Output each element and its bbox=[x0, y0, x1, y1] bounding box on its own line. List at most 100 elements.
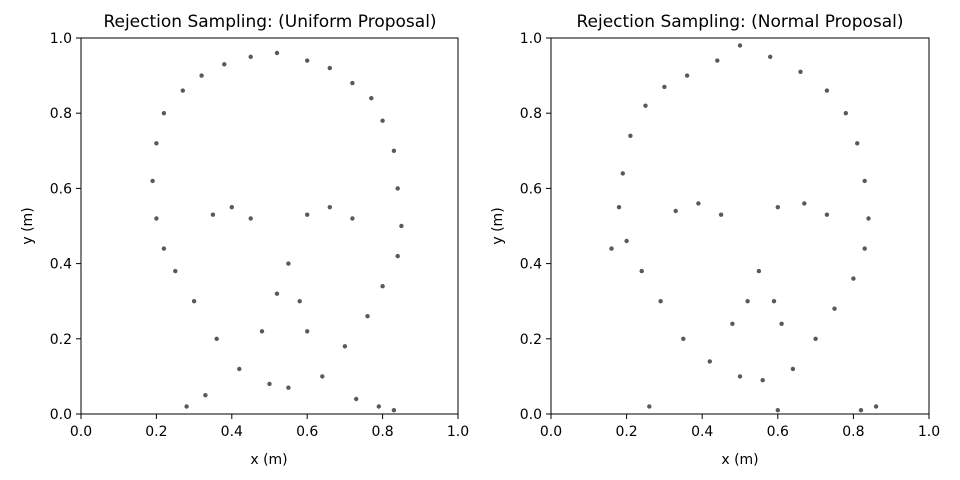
scatter-point bbox=[802, 201, 807, 206]
x-tick-label: 1.0 bbox=[447, 424, 469, 440]
scatter-point bbox=[730, 321, 735, 326]
scatter-point bbox=[851, 276, 856, 281]
scatter-point bbox=[662, 84, 667, 90]
scatter-point bbox=[305, 212, 310, 217]
scatter-point bbox=[707, 359, 712, 364]
scatter-point bbox=[756, 268, 762, 274]
scatter-point bbox=[350, 216, 355, 221]
scatter-point bbox=[718, 212, 724, 217]
scatter-point bbox=[214, 336, 219, 341]
scatter-point bbox=[376, 404, 381, 409]
scatter-point bbox=[267, 381, 272, 387]
scatter-point bbox=[775, 205, 780, 210]
y-tick-label: 1.0 bbox=[50, 31, 72, 47]
scatter-point bbox=[832, 306, 837, 311]
scatter-point bbox=[222, 62, 227, 67]
x-tick-label: 0.6 bbox=[767, 424, 789, 440]
scatter-point bbox=[191, 299, 197, 304]
scatter-point bbox=[768, 54, 773, 59]
scatter-point bbox=[210, 212, 216, 217]
x-tick-label: 0.0 bbox=[540, 424, 562, 440]
y-axis-ticks: 0.0 0.2 0.4 0.6 0.8 1.0 bbox=[520, 31, 551, 423]
scatter-point bbox=[399, 223, 404, 229]
scatter-point bbox=[229, 205, 234, 210]
scatter-point bbox=[681, 336, 686, 341]
scatter-point bbox=[858, 408, 864, 413]
scatter-point bbox=[395, 253, 400, 259]
x-tick-label: 0.4 bbox=[691, 424, 713, 440]
scatter-point bbox=[274, 50, 280, 56]
scatter-point bbox=[350, 80, 355, 86]
y-axis-ticks: 0.0 0.2 0.4 0.6 0.8 1.0 bbox=[50, 31, 81, 423]
scatter-point bbox=[737, 43, 743, 48]
y-tick-label: 1.0 bbox=[520, 31, 542, 47]
scatter-point bbox=[274, 291, 280, 296]
x-tick-label: 0.4 bbox=[221, 424, 243, 440]
scatter-point bbox=[327, 205, 332, 210]
plot-frame bbox=[550, 37, 930, 415]
chart-title: Rejection Sampling: (Uniform Proposal) bbox=[103, 12, 436, 32]
scatter-point bbox=[286, 261, 291, 266]
scatter-point bbox=[824, 212, 830, 217]
scatter-point bbox=[609, 246, 614, 251]
scatter-point bbox=[305, 58, 310, 63]
scatter-point bbox=[380, 284, 385, 289]
scatter-point bbox=[866, 216, 871, 221]
x-tick-label: 0.6 bbox=[296, 424, 318, 440]
scatter-point bbox=[647, 404, 652, 409]
x-axis-label: x (m) bbox=[250, 452, 287, 468]
y-tick-label: 0.2 bbox=[50, 332, 72, 348]
scatter-point bbox=[620, 171, 625, 176]
scatter-point bbox=[862, 178, 867, 184]
y-tick-label: 0.4 bbox=[520, 257, 542, 273]
scatter-point bbox=[237, 366, 242, 372]
scatter-point bbox=[798, 69, 803, 75]
y-tick-label: 0.4 bbox=[50, 257, 72, 273]
scatter-point bbox=[639, 268, 644, 274]
scatter-point bbox=[696, 201, 701, 206]
scatter-point bbox=[354, 396, 359, 402]
scatter-point bbox=[616, 205, 622, 210]
scatter-point bbox=[395, 186, 400, 191]
scatter-point bbox=[342, 344, 348, 349]
scatter-point bbox=[154, 216, 159, 221]
scatter-point bbox=[775, 408, 780, 413]
scatter-point bbox=[203, 393, 208, 398]
scatter-point bbox=[862, 246, 867, 251]
scatter-point bbox=[180, 88, 185, 93]
scatter-points bbox=[150, 50, 404, 413]
scatter-point bbox=[745, 299, 750, 304]
x-tick-label: 0.2 bbox=[615, 424, 637, 440]
scatter-point bbox=[248, 54, 253, 59]
scatter-point bbox=[173, 268, 178, 274]
scatter-point bbox=[760, 378, 765, 383]
scatter-point bbox=[161, 111, 167, 116]
scatter-point bbox=[248, 216, 253, 221]
y-tick-label: 0.6 bbox=[50, 181, 72, 197]
scatter-points bbox=[609, 43, 879, 413]
scatter-point bbox=[715, 58, 720, 63]
scatter-point bbox=[873, 404, 879, 409]
scatter-point bbox=[779, 321, 784, 326]
scatter-point bbox=[843, 111, 848, 116]
scatter-point bbox=[154, 141, 159, 146]
scatter-point bbox=[369, 96, 374, 101]
scatter-point bbox=[628, 133, 633, 138]
scatter-point bbox=[150, 178, 155, 184]
y-tick-label: 0.6 bbox=[520, 181, 542, 197]
scatter-point bbox=[658, 299, 663, 304]
x-axis-ticks: 0.0 0.2 0.4 0.6 0.8 1.0 bbox=[70, 414, 469, 440]
scatter-point bbox=[259, 329, 265, 334]
scatter-point bbox=[737, 374, 743, 379]
plot-frame bbox=[80, 37, 459, 415]
scatter-point bbox=[380, 118, 385, 123]
scatter-point bbox=[320, 374, 325, 379]
x-axis-ticks: 0.0 0.2 0.4 0.6 0.8 1.0 bbox=[540, 414, 940, 440]
chart-title: Rejection Sampling: (Normal Proposal) bbox=[576, 12, 903, 32]
y-tick-label: 0.2 bbox=[520, 332, 542, 348]
scatter-point bbox=[624, 238, 629, 244]
y-axis-label: y (m) bbox=[490, 207, 506, 244]
scatter-point bbox=[391, 408, 397, 413]
y-tick-label: 0.0 bbox=[50, 407, 72, 423]
scatter-point bbox=[673, 208, 678, 214]
